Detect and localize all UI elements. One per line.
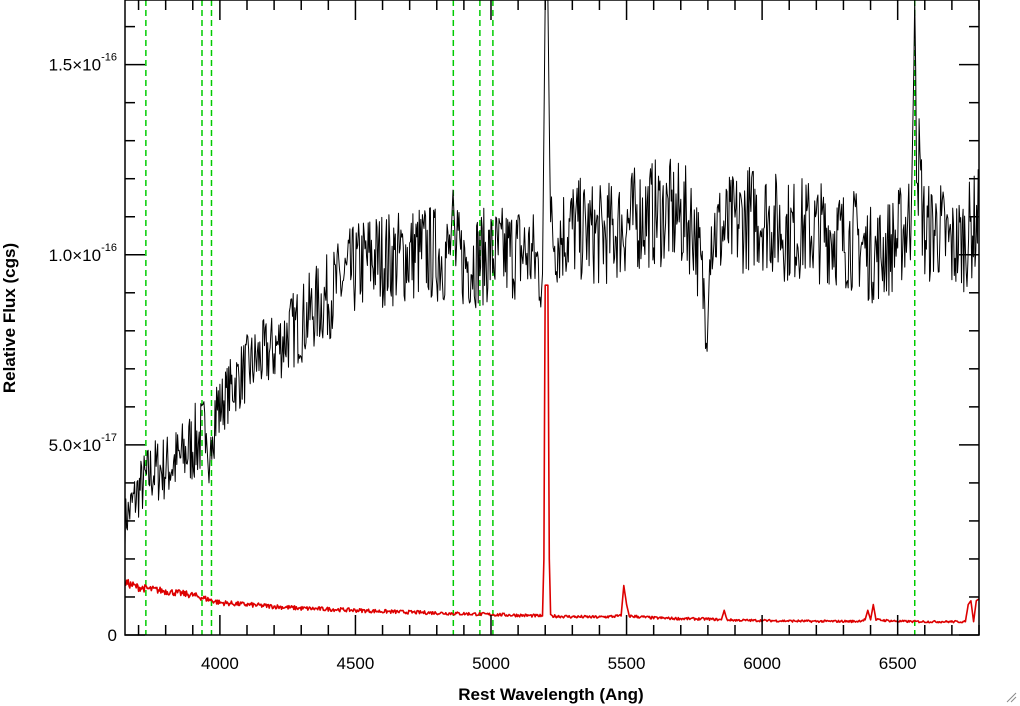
- x-tick-label: 5000: [472, 654, 510, 673]
- plot-frame: [124, 0, 980, 636]
- x-tick-label: 4500: [337, 654, 375, 673]
- x-tick-labels: 4000 4500 5000 5500 6000 6500: [201, 654, 917, 673]
- y-tick-label: 1.0×10-16: [49, 242, 117, 265]
- x-axis-title: Rest Wavelength (Ang): [458, 685, 643, 704]
- x-tick-label: 6500: [879, 654, 917, 673]
- x-tick-label: 5500: [608, 654, 646, 673]
- spectrum-series: [124, 0, 980, 624]
- spectrum-line: [124, 0, 980, 545]
- y-tick-label: 5.0×10-17: [49, 432, 117, 455]
- x-tick-label: 4000: [201, 654, 239, 673]
- resize-grip-icon[interactable]: [1005, 691, 1017, 703]
- reference-lines: [145, 0, 916, 635]
- axis-ticks: [125, 0, 980, 636]
- y-axis-title: Relative Flux (cgs): [0, 243, 19, 393]
- y-tick-labels: 0 5.0×10-17 1.0×10-16 1.5×10-16: [49, 52, 117, 645]
- x-tick-label: 6000: [743, 654, 781, 673]
- y-tick-label: 1.5×10-16: [49, 52, 117, 75]
- error-spectrum-line: [124, 284, 980, 624]
- y-tick-label: 0: [108, 626, 117, 645]
